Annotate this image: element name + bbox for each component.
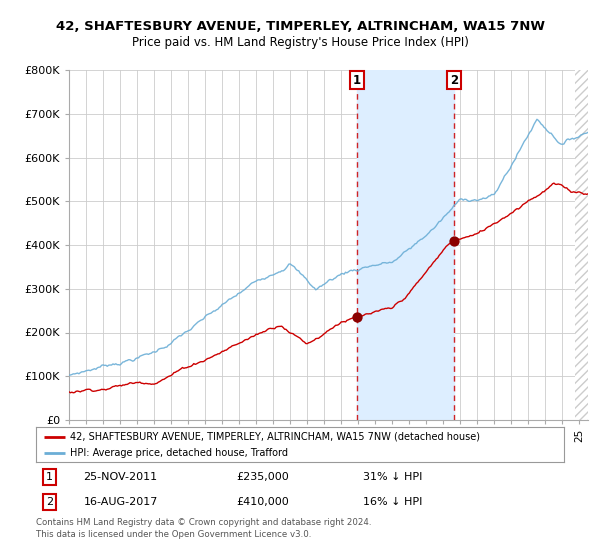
Text: Contains HM Land Registry data © Crown copyright and database right 2024.
This d: Contains HM Land Registry data © Crown c…	[36, 518, 371, 539]
Text: 2: 2	[46, 497, 53, 507]
Text: 16% ↓ HPI: 16% ↓ HPI	[364, 497, 423, 507]
Text: HPI: Average price, detached house, Trafford: HPI: Average price, detached house, Traf…	[70, 449, 289, 458]
Bar	[357, 70, 454, 420]
Text: 31% ↓ HPI: 31% ↓ HPI	[364, 472, 423, 482]
Point	[449, 236, 459, 245]
Text: 2: 2	[450, 73, 458, 86]
Point	[352, 312, 362, 321]
Text: Price paid vs. HM Land Registry's House Price Index (HPI): Price paid vs. HM Land Registry's House …	[131, 36, 469, 49]
Text: 42, SHAFTESBURY AVENUE, TIMPERLEY, ALTRINCHAM, WA15 7NW: 42, SHAFTESBURY AVENUE, TIMPERLEY, ALTRI…	[56, 20, 545, 32]
Text: £410,000: £410,000	[236, 497, 289, 507]
Text: 16-AUG-2017: 16-AUG-2017	[83, 497, 158, 507]
Text: 25-NOV-2011: 25-NOV-2011	[83, 472, 158, 482]
Text: £235,000: £235,000	[236, 472, 289, 482]
Text: 42, SHAFTESBURY AVENUE, TIMPERLEY, ALTRINCHAM, WA15 7NW (detached house): 42, SHAFTESBURY AVENUE, TIMPERLEY, ALTRI…	[70, 432, 481, 442]
Text: 1: 1	[46, 472, 53, 482]
Text: 1: 1	[353, 73, 361, 86]
